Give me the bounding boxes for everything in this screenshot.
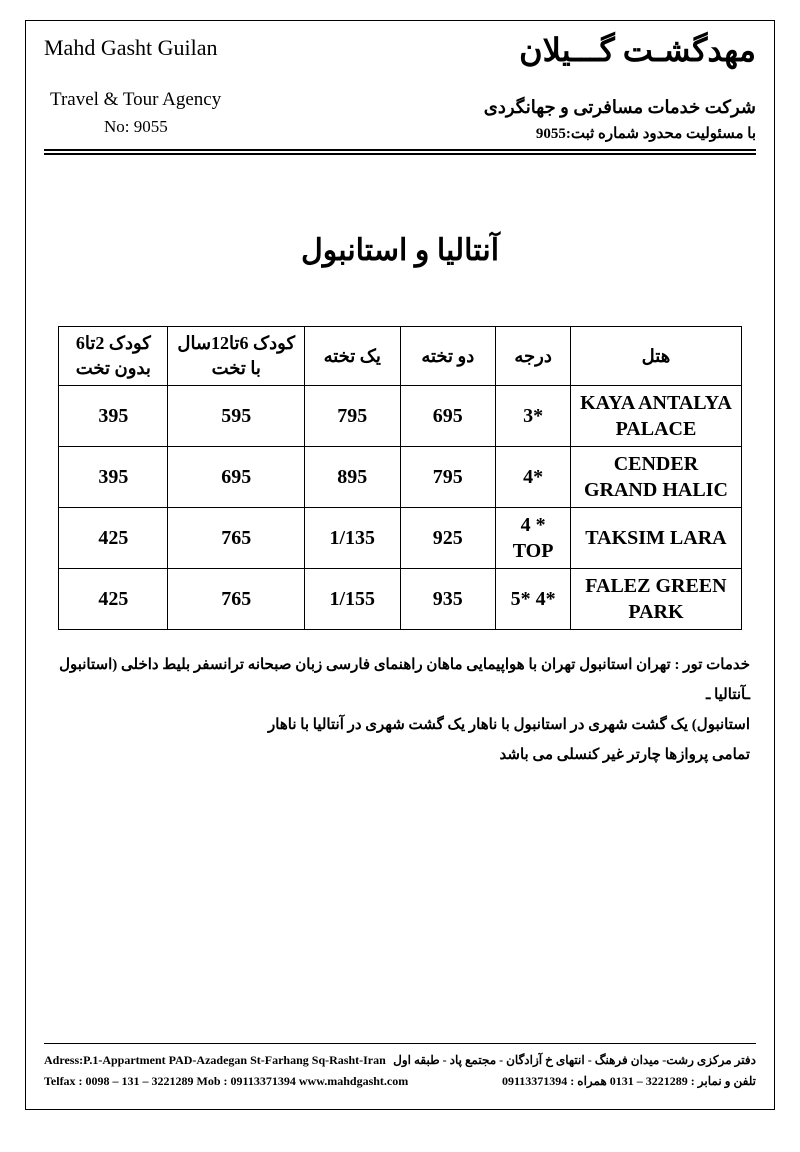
col-single: یک تخته xyxy=(304,327,400,386)
header-left: Mahd Gasht Guilan Travel & Tour Agency N… xyxy=(44,31,221,137)
dbl-cell: 795 xyxy=(400,447,496,508)
kid612-cell: 695 xyxy=(168,447,305,508)
col-double: دو تخته xyxy=(400,327,496,386)
col-kid-6-12: کودک 6تا12سال با تخت xyxy=(168,327,305,386)
header-divider xyxy=(44,149,756,155)
dbl-cell: 935 xyxy=(400,569,496,630)
table-row: CENDER GRAND HALIC 4* 795 895 695 395 xyxy=(59,447,742,508)
hotel-cell: KAYA ANTALYA PALACE xyxy=(571,386,742,447)
dbl-cell: 925 xyxy=(400,508,496,569)
footer-row-1: Adress:P.1-Appartment PAD-Azadegan St-Fa… xyxy=(44,1050,756,1070)
table-row: FALEZ GREEN PARK 5* 4* 935 1/155 765 425 xyxy=(59,569,742,630)
footer-divider xyxy=(44,1043,756,1044)
tel-fa: تلفن و نمابر : 3221289 – 0131 همراه : 09… xyxy=(502,1071,756,1091)
services-line-2: استانبول) یک گشت شهری در استانبول با ناه… xyxy=(50,710,750,740)
company-name-en: Mahd Gasht Guilan xyxy=(44,35,221,61)
kid26-cell: 425 xyxy=(59,569,168,630)
header: Mahd Gasht Guilan Travel & Tour Agency N… xyxy=(44,31,756,143)
col-kid-2-6: کودک 2تا6 بدون تخت xyxy=(59,327,168,386)
sgl-cell: 1/135 xyxy=(304,508,400,569)
footer: Adress:P.1-Appartment PAD-Azadegan St-Fa… xyxy=(44,1043,756,1091)
grade-cell: 4 * TOP xyxy=(496,508,571,569)
kid26-cell: 425 xyxy=(59,508,168,569)
sgl-cell: 1/155 xyxy=(304,569,400,630)
kid26-cell: 395 xyxy=(59,386,168,447)
grade-cell: 5* 4* xyxy=(496,569,571,630)
reg-no-en: No: 9055 xyxy=(104,117,221,137)
dbl-cell: 695 xyxy=(400,386,496,447)
page-frame: Mahd Gasht Guilan Travel & Tour Agency N… xyxy=(25,20,775,1110)
col-hotel: هتل xyxy=(571,327,742,386)
hotel-cell: CENDER GRAND HALIC xyxy=(571,447,742,508)
price-table: هتل درجه دو تخته یک تخته کودک 6تا12سال ب… xyxy=(58,326,742,630)
grade-cell: 4* xyxy=(496,447,571,508)
services-line-1: خدمات تور : تهران استانبول تهران با هواپ… xyxy=(50,650,750,710)
subtitle-en: Travel & Tour Agency xyxy=(50,89,221,111)
company-name-fa: مهدگشـت گـــیلان xyxy=(484,31,756,69)
table-body: KAYA ANTALYA PALACE 3* 695 795 595 395 C… xyxy=(59,386,742,630)
hotel-cell: TAKSIM LARA xyxy=(571,508,742,569)
hotel-cell: FALEZ GREEN PARK xyxy=(571,569,742,630)
table-row: KAYA ANTALYA PALACE 3* 695 795 595 395 xyxy=(59,386,742,447)
grade-cell: 3* xyxy=(496,386,571,447)
table-row: TAKSIM LARA 4 * TOP 925 1/135 765 425 xyxy=(59,508,742,569)
footer-row-2: Telfax : 0098 – 131 – 3221289 Mob : 0911… xyxy=(44,1071,756,1091)
document-title: آنتالیا و استانبول xyxy=(44,233,756,268)
sgl-cell: 895 xyxy=(304,447,400,508)
address-en: Adress:P.1-Appartment PAD-Azadegan St-Fa… xyxy=(44,1050,386,1070)
table-header-row: هتل درجه دو تخته یک تخته کودک 6تا12سال ب… xyxy=(59,327,742,386)
kid612-cell: 595 xyxy=(168,386,305,447)
services-line-3: تمامی پروازها چارتر غیر کنسلی می باشد xyxy=(50,740,750,770)
subtitle-fa: شرکت خدمات مسافرتی و جهانگردی xyxy=(484,97,756,118)
reg-no-fa: با مسئولیت محدود شماره ثبت:9055 xyxy=(484,124,756,143)
kid612-cell: 765 xyxy=(168,508,305,569)
tel-en: Telfax : 0098 – 131 – 3221289 Mob : 0911… xyxy=(44,1071,408,1091)
kid26-cell: 395 xyxy=(59,447,168,508)
kid612-cell: 765 xyxy=(168,569,305,630)
col-grade: درجه xyxy=(496,327,571,386)
services-text: خدمات تور : تهران استانبول تهران با هواپ… xyxy=(44,650,756,770)
address-fa: دفتر مرکزی رشت- میدان فرهنگ - انتهای خ آ… xyxy=(393,1050,756,1070)
sgl-cell: 795 xyxy=(304,386,400,447)
header-right: مهدگشـت گـــیلان شرکت خدمات مسافرتی و جه… xyxy=(484,31,756,143)
